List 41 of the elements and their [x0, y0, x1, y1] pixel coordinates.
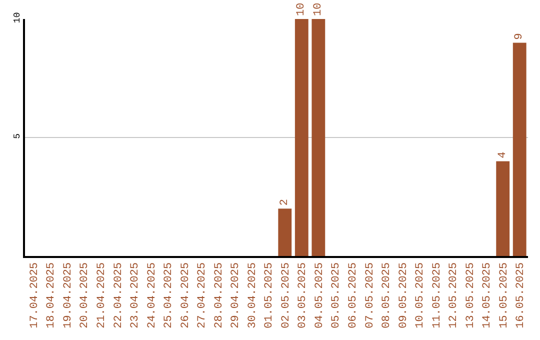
x-tick-label: 05.05.2025 — [330, 262, 343, 328]
x-tick-label: 29.04.2025 — [230, 262, 242, 328]
bar — [496, 161, 510, 256]
x-tick-label: 20.04.2025 — [79, 262, 92, 328]
x-tick-label: 27.04.2025 — [196, 262, 209, 328]
text: 2 — [278, 198, 291, 206]
bar — [278, 208, 292, 256]
text: 4 — [496, 152, 509, 158]
bar — [312, 19, 326, 256]
x-tick-label: 07.05.2025 — [364, 262, 376, 328]
x-tick-label: 18.04.2025 — [46, 262, 58, 328]
x-tick-label: 12.05.2025 — [448, 262, 460, 328]
x-tick-label: 24.04.2025 — [146, 262, 158, 328]
bar — [512, 42, 526, 256]
x-tick-label: 30.04.2025 — [246, 262, 259, 328]
x-tick-label: 28.04.2025 — [213, 262, 226, 328]
x-tick-label: 21.04.2025 — [96, 262, 108, 328]
x-tick-label: 09.05.2025 — [398, 262, 410, 328]
x-tick-label: 22.04.2025 — [112, 262, 125, 328]
x-tick-label: 10.05.2025 — [414, 262, 427, 328]
x-tick-label: 11.05.2025 — [431, 262, 444, 328]
y-tick-label: 5 — [12, 133, 22, 139]
x-tick-label: 15.05.2025 — [498, 262, 510, 328]
x-tick-label: 17.04.2025 — [28, 262, 41, 328]
x-tick-label: 06.05.2025 — [348, 262, 360, 328]
bar — [294, 19, 308, 256]
x-tick-label: 16.05.2025 — [515, 262, 528, 328]
text: 9 — [514, 33, 526, 40]
x-tick-label: 04.05.2025 — [314, 262, 326, 328]
x-tick-label: 14.05.2025 — [482, 262, 494, 328]
x-tick-label: 02.05.2025 — [280, 262, 292, 328]
x-tick-label: 19.04.2025 — [62, 262, 74, 328]
x-tick-label: 13.05.2025 — [464, 262, 477, 328]
x-tick-label: 01.05.2025 — [264, 262, 276, 328]
x-tick-label: 08.05.2025 — [381, 262, 394, 328]
text: 10 — [296, 2, 308, 16]
x-tick-label: 03.05.2025 — [297, 262, 310, 328]
x-tick-label: 25.04.2025 — [163, 262, 176, 328]
x-tick-label: 23.04.2025 — [130, 262, 142, 328]
text: 10 — [312, 2, 324, 16]
x-tick-label: 26.04.2025 — [180, 262, 192, 328]
